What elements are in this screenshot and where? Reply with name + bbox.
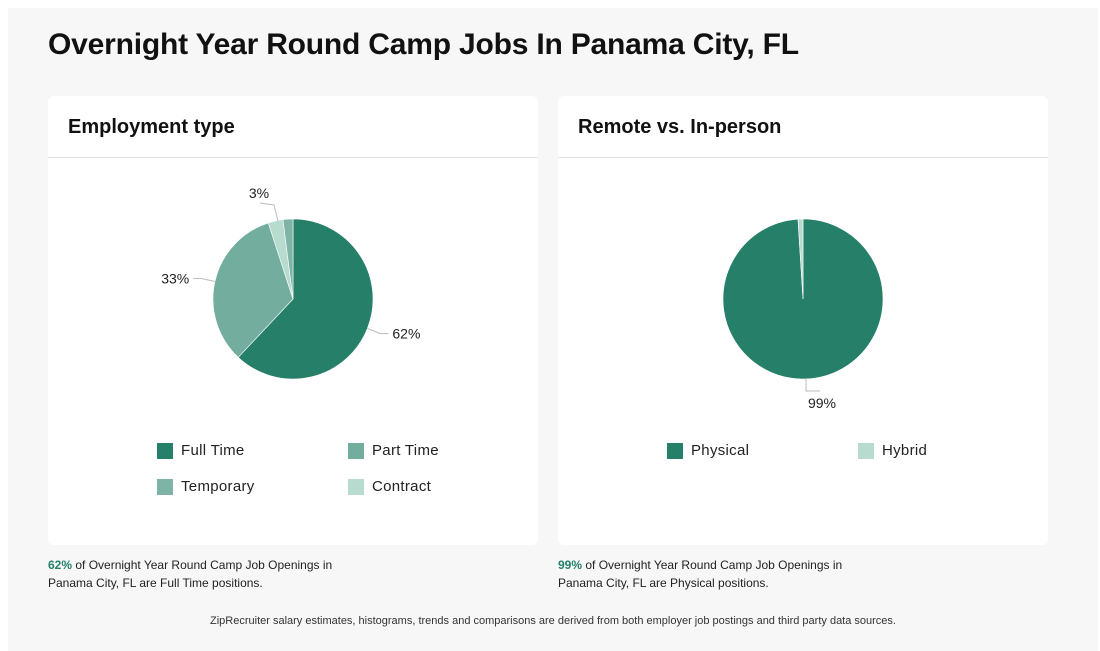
legend-label-hybrid: Hybrid [882,442,928,459]
legend-swatch-temporary [157,478,173,495]
employment-type-pie-chart: 62% 33% 3% [161,185,420,380]
employment-type-caption: 62% of Overnight Year Round Camp Job Ope… [48,556,368,592]
pie-label-physical: 99% [808,395,836,411]
remote-vs-in-person-pie-chart: 99% [722,218,884,411]
legend-contract: Contract [348,478,431,495]
remote-vs-in-person-title: Remote vs. In-person [558,96,1048,158]
page-container: Overnight Year Round Camp Jobs In Panama… [8,8,1098,651]
pie-label-line-temporary [259,202,279,222]
legend-swatch-part-time [348,442,364,459]
pie-slice-part-time [212,222,294,358]
legend-swatch-physical [667,442,683,459]
employment-type-caption-highlight: 62% [48,558,73,572]
pie-slice-contract [282,218,294,300]
legend-physical: Physical [667,442,749,459]
legend-label-part-time: Part Time [372,442,439,459]
pie-slice-hybrid [797,218,804,300]
employment-type-title: Employment type [48,96,538,158]
pie-label-line-full-time [367,327,389,335]
pie-label-line-physical [805,379,820,392]
pie-label-part-time: 33% [161,270,189,286]
remote-vs-in-person-card: Remote vs. In-person 99% Physical Hybrid [558,96,1048,545]
legend-temporary: Temporary [157,478,255,495]
legend-swatch-hybrid [858,442,874,459]
remote-caption-text: of Overnight Year Round Camp Job Opening… [558,558,843,590]
footer-disclaimer: ZipRecruiter salary estimates, histogram… [210,615,896,627]
remote-caption: 99% of Overnight Year Round Camp Job Ope… [558,556,878,592]
legend-label-full-time: Full Time [181,442,245,459]
pie-label-line-part-time [193,277,216,283]
legend-swatch-full-time [157,442,173,459]
pie-label-full-time: 62% [392,326,420,342]
employment-type-caption-text: of Overnight Year Round Camp Job Opening… [48,558,333,590]
page-title: Overnight Year Round Camp Jobs In Panama… [48,28,799,61]
remote-caption-highlight: 99% [558,558,583,572]
legend-label-physical: Physical [691,442,750,459]
legend-part-time: Part Time [348,442,439,459]
legend-hybrid: Hybrid [858,442,927,459]
employment-type-card: Employment type 62% 33% 3% Full Time Part … [48,96,538,545]
legend-full-time: Full Time [157,442,245,459]
legend-swatch-contract [348,478,364,495]
legend-label-contract: Contract [372,478,432,495]
legend-label-temporary: Temporary [181,478,255,495]
pie-label-temporary: 3% [249,185,269,201]
